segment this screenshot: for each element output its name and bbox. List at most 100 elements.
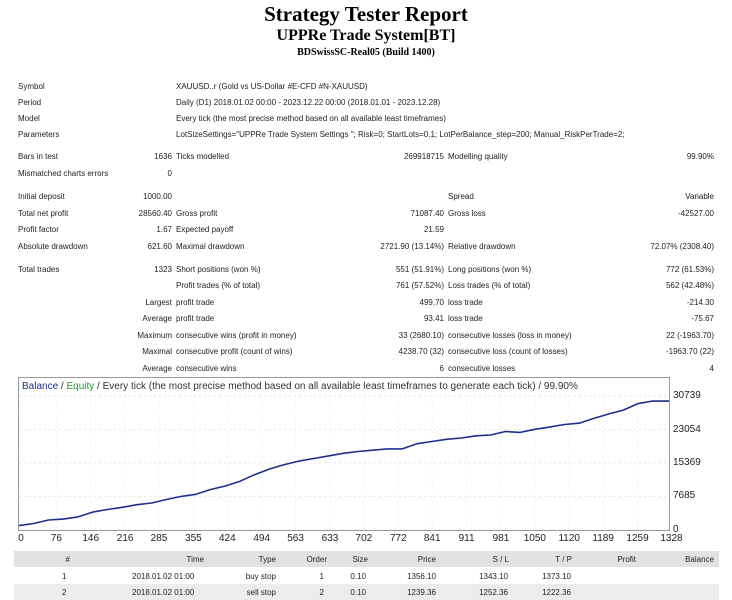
average-consecutive-losses-label: consecutive losses: [448, 364, 516, 373]
largest-profit-value: 499.70: [419, 298, 444, 307]
chart-title-separator: /: [58, 381, 67, 392]
average-label: Average: [142, 314, 172, 323]
gross-profit-label: Gross profit: [176, 209, 218, 218]
gross-profit-value: 71087.40: [410, 209, 444, 218]
x-tick-label: 1259: [626, 533, 649, 544]
info-row-model: Model Every tick (the most precise metho…: [0, 112, 732, 126]
average-consecutive-label: Average: [142, 364, 172, 373]
chart-title-balance: Balance: [22, 381, 59, 392]
mismatch-label: Mismatched charts errors: [18, 169, 109, 178]
loss-trades-label: Loss trades (% of total): [448, 281, 531, 290]
deposit-value: 1000.00: [143, 192, 172, 201]
stats-row-mismatch: Mismatched charts errors 0: [0, 167, 732, 181]
stats-row-bars: Bars in test 1636 Ticks modelled 2699187…: [0, 150, 732, 164]
stats-row-drawdown: Absolute drawdown 621.60 Maximal drawdow…: [0, 240, 732, 254]
stats-row-deposit: Initial deposit 1000.00 Spread Variable: [0, 190, 732, 204]
deal-price: 1239.36: [407, 588, 436, 597]
average-profit-label: profit trade: [176, 314, 215, 323]
y-tick-label: 23054: [673, 423, 701, 435]
series-line-balance: [19, 400, 669, 527]
long-positions-label: Long positions (won %): [448, 265, 532, 274]
y-tick-label: 0: [673, 524, 679, 535]
deal-order: 2: [319, 588, 324, 597]
deals-header-tp: T / P: [555, 555, 572, 564]
long-positions-value: 772 (61.53%): [665, 265, 714, 274]
average-consecutive-losses-value: 4: [709, 364, 714, 373]
maximal-consecutive-loss-label: consecutive loss (count of losses): [448, 347, 568, 356]
short-positions-label: Short positions (won %): [176, 265, 261, 274]
stats-row-net: Total net profit 28560.40 Gross profit 7…: [0, 207, 732, 221]
deal-price: 1356.10: [407, 572, 436, 581]
absolute-drawdown-value: 621.60: [147, 242, 172, 251]
x-tick-label: 772: [389, 533, 407, 544]
max-consecutive-wins-label: consecutive wins (profit in money): [176, 331, 297, 340]
deal-tp: 1373.10: [542, 572, 571, 581]
profit-trades-value: 761 (57.52%): [395, 281, 444, 290]
bars-value: 1636: [154, 152, 172, 161]
deal-type: sell stop: [246, 588, 276, 597]
stats-row-profit-trades: Profit trades (% of total) 761 (57.52%) …: [0, 279, 732, 293]
stats-row-largest: Largest profit trade 499.70 loss trade -…: [0, 296, 732, 310]
gross-loss-value: -42527.00: [677, 209, 714, 218]
relative-drawdown-value: 72.07% (2308.40): [650, 242, 714, 251]
balance-chart-plot: [19, 395, 669, 530]
info-row-period: Period Daily (D1) 2018.01.02 00:00 - 202…: [0, 96, 732, 110]
max-consecutive-losses-value: 22 (-1963.70): [665, 331, 714, 340]
short-positions-value: 551 (51.91%): [395, 265, 444, 274]
x-tick-label: 1189: [592, 533, 614, 544]
deals-header-order: Order: [306, 555, 327, 564]
deals-header-type: Type: [258, 555, 276, 564]
net-profit-value: 28560.40: [138, 209, 172, 218]
expected-payoff-label: Expected payoff: [176, 225, 234, 234]
deal-tp: 1222.36: [542, 588, 571, 597]
expected-payoff-value: 21.59: [423, 225, 444, 234]
deal-type: buy stop: [245, 572, 276, 581]
deals-row: 1 2018.01.02 01:00 buy stop 1 0.10 1356.…: [14, 568, 719, 584]
deals-header-price: Price: [417, 555, 436, 564]
deals-header-profit: Profit: [617, 555, 636, 564]
deals-header: # Time Type Order Size Price S / L T / P…: [14, 551, 719, 567]
maximal-label: Maximal: [142, 347, 172, 356]
deal-size: 0.10: [350, 588, 366, 597]
report-subtitle: UPPRe Trade System[BT]: [276, 27, 456, 44]
report-title: Strategy Tester Report: [264, 2, 468, 26]
mismatch-value: 0: [167, 169, 172, 178]
y-tick-label: 15369: [673, 457, 701, 468]
chart-title: Balance / Equity / Every tick (the most …: [22, 381, 578, 392]
maximal-drawdown-value: 2721.90 (13.14%): [380, 242, 444, 251]
x-tick-label: 633: [321, 533, 339, 544]
x-tick-label: 1050: [523, 533, 546, 544]
report-build: BDSwissSC-Real05 (Build 1400): [297, 47, 435, 58]
spread-value: Variable: [685, 192, 714, 201]
max-consecutive-wins-value: 33 (2680.10): [398, 331, 444, 340]
symbol-value: XAUUSD..r (Gold vs US-Dollar #E-CFD #N-X…: [176, 82, 368, 91]
ticks-value: 269918715: [403, 152, 444, 161]
largest-label: Largest: [145, 298, 172, 307]
deals-header-size: Size: [352, 555, 368, 564]
average-consecutive-wins-label: consecutive wins: [176, 364, 237, 373]
parameters-label: Parameters: [18, 130, 60, 139]
balance-chart: Balance / Equity / Every tick (the most …: [18, 377, 670, 531]
maximal-consecutive-loss-value: -1963.70 (22): [665, 347, 714, 356]
total-trades-value: 1323: [154, 265, 172, 274]
period-label: Period: [18, 98, 42, 107]
parameters-value: LotSizeSettings="UPPRe Trade System Sett…: [176, 130, 625, 139]
stats-row-profit-factor: Profit factor 1.67 Expected payoff 21.59: [0, 223, 732, 237]
max-consecutive-losses-label: consecutive losses (loss in money): [448, 331, 572, 340]
deals-row: 2 2018.01.02 01:00 sell stop 2 0.10 1239…: [14, 584, 719, 600]
deal-number: 2: [62, 588, 67, 597]
profit-factor-value: 1.67: [156, 225, 172, 234]
maximum-label: Maximum: [137, 331, 172, 340]
deal-order: 1: [319, 572, 324, 581]
x-tick-label: 76: [50, 533, 62, 544]
net-profit-label: Total net profit: [18, 209, 69, 218]
model-label: Model: [18, 114, 40, 123]
x-tick-label: 981: [492, 533, 510, 544]
maximal-consecutive-profit-value: 4238.70 (32): [398, 347, 444, 356]
profit-trades-label: Profit trades (% of total): [176, 281, 261, 290]
deal-time: 2018.01.02 01:00: [132, 588, 195, 597]
deposit-label: Initial deposit: [18, 192, 65, 201]
total-trades-label: Total trades: [18, 265, 60, 274]
x-tick-label: 216: [116, 533, 134, 544]
deal-time: 2018.01.02 01:00: [132, 572, 195, 581]
